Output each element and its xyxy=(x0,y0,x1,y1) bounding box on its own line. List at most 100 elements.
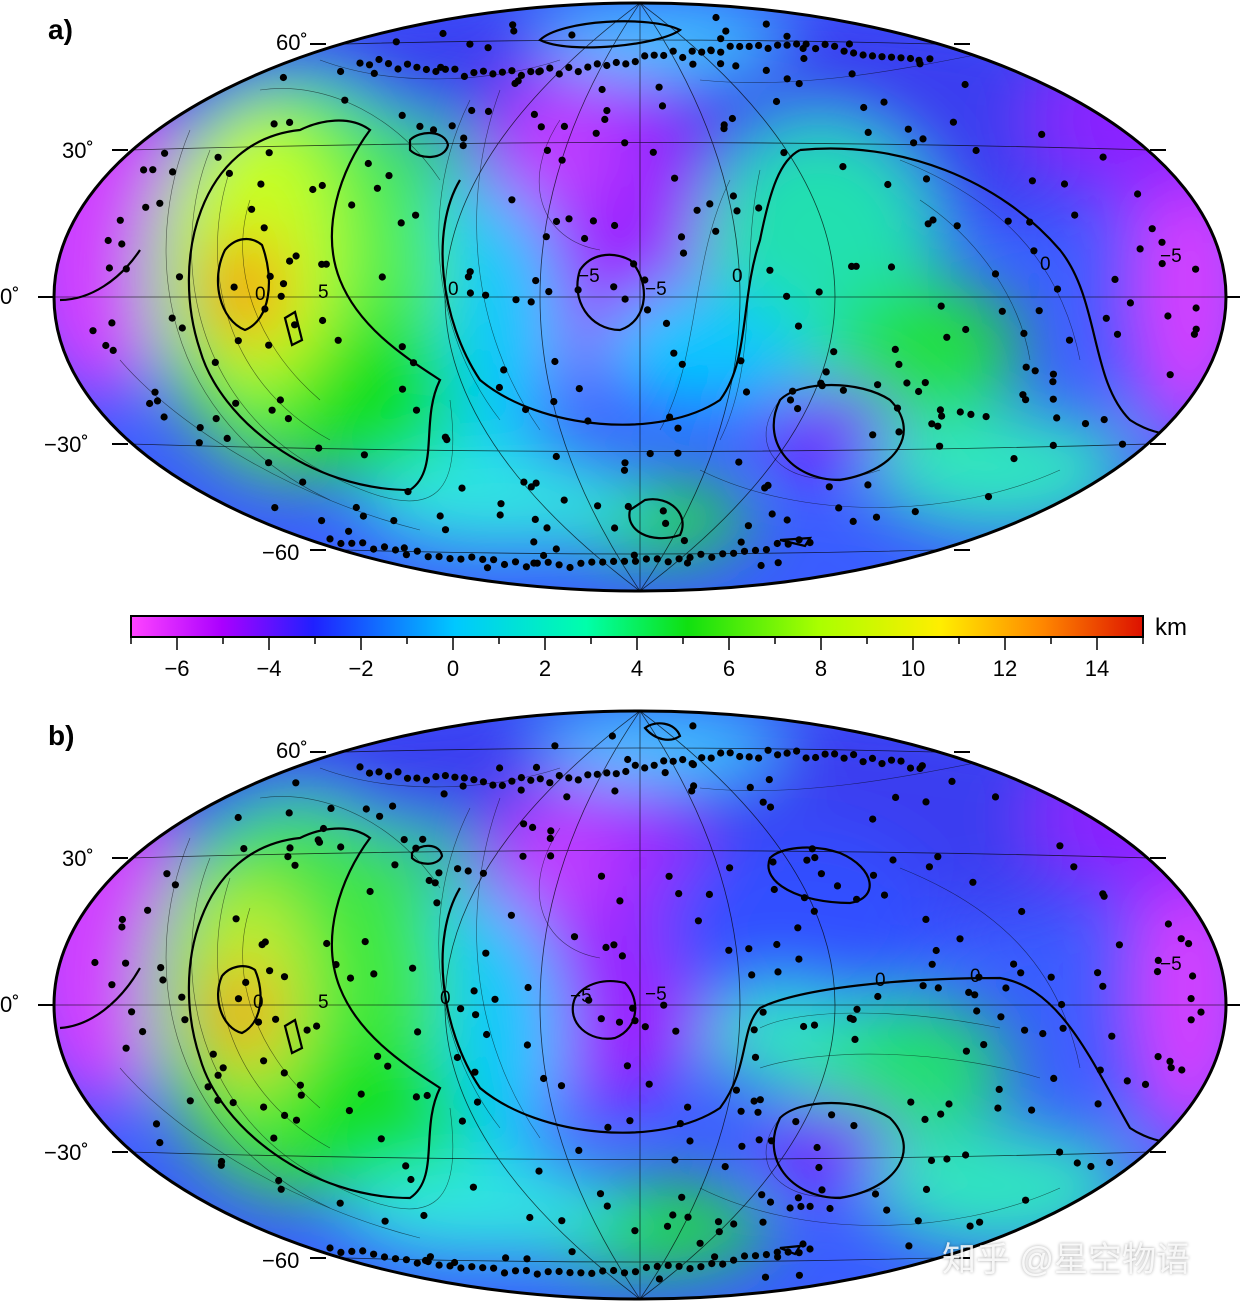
colorbar-tick-label: 0 xyxy=(446,656,460,681)
station-dot xyxy=(537,123,545,131)
colorbar-tick-label: 4 xyxy=(630,656,644,681)
station-dot xyxy=(984,493,993,501)
station-dot xyxy=(500,366,508,374)
station-dot xyxy=(1017,969,1025,977)
station-dot xyxy=(265,149,273,157)
station-dot xyxy=(161,149,169,157)
station-dot xyxy=(759,1008,767,1016)
station-dot xyxy=(1153,968,1162,976)
station-dot xyxy=(1070,863,1078,871)
station-dot xyxy=(991,793,1000,801)
station-dot xyxy=(380,1253,389,1261)
station-dot xyxy=(345,1107,353,1115)
station-dot xyxy=(361,938,369,946)
station-dot xyxy=(565,63,573,72)
station-dot xyxy=(620,1269,629,1277)
station-dot xyxy=(1154,956,1162,964)
station-dot xyxy=(542,233,550,241)
station-dot xyxy=(722,27,730,35)
station-dot xyxy=(953,222,961,230)
station-dot xyxy=(795,536,803,544)
station-dot xyxy=(464,867,472,875)
station-dot xyxy=(631,557,640,565)
station-dot xyxy=(655,1275,664,1283)
station-dot xyxy=(544,1268,552,1276)
station-dot xyxy=(708,1260,716,1268)
station-dot xyxy=(622,60,630,68)
station-dot xyxy=(348,539,356,547)
station-dot xyxy=(414,1028,422,1036)
station-dot xyxy=(240,845,248,853)
station-dot xyxy=(663,1222,672,1230)
graticule-a xyxy=(54,3,1226,591)
station-dot xyxy=(868,754,877,762)
station-dot xyxy=(470,987,478,995)
station-dot xyxy=(497,500,505,508)
station-dot xyxy=(615,1018,624,1026)
station-dot xyxy=(1166,371,1174,379)
station-dot xyxy=(853,1005,861,1013)
station-dot xyxy=(616,897,624,905)
station-dot xyxy=(318,181,326,190)
station-dot xyxy=(1049,441,1057,449)
station-dot xyxy=(850,49,858,57)
station-dot xyxy=(839,386,848,394)
station-dot xyxy=(258,941,266,949)
station-dot xyxy=(826,1204,834,1213)
station-dot xyxy=(394,65,402,73)
station-dot xyxy=(254,1018,263,1026)
station-dot xyxy=(732,62,740,70)
station-dot xyxy=(337,539,345,548)
station-dot xyxy=(601,115,609,123)
station-dot xyxy=(610,941,618,949)
station-dot xyxy=(733,207,741,215)
station-dot xyxy=(631,1227,639,1235)
station-dot xyxy=(810,1021,819,1029)
station-dot xyxy=(175,273,184,281)
station-dot xyxy=(560,122,569,130)
station-dot xyxy=(479,555,487,564)
station-dot xyxy=(650,761,658,769)
station-dot xyxy=(936,406,945,414)
station-dot xyxy=(279,73,287,82)
station-dot xyxy=(479,869,487,877)
station-dot xyxy=(726,749,734,757)
station-dot xyxy=(712,227,720,235)
colorbar-tick-label: 6 xyxy=(722,656,736,681)
station-dot xyxy=(532,763,541,771)
station-dot xyxy=(348,1247,356,1255)
station-dot xyxy=(717,749,725,757)
station-dot xyxy=(593,60,601,68)
station-dot xyxy=(943,333,951,341)
station-dot xyxy=(459,142,467,150)
station-dot xyxy=(754,1108,762,1116)
station-dot xyxy=(1004,217,1012,225)
station-dot xyxy=(662,319,671,327)
station-dot xyxy=(684,1103,692,1111)
station-dot xyxy=(280,973,289,981)
station-dot xyxy=(1010,455,1018,463)
station-dot xyxy=(645,1080,653,1088)
station-dot xyxy=(728,114,737,123)
station-dot xyxy=(352,503,360,512)
station-dot xyxy=(279,280,288,288)
contour-label: 5 xyxy=(318,282,329,303)
station-dot xyxy=(284,853,292,861)
station-dot xyxy=(260,1103,268,1111)
station-dot xyxy=(1050,1074,1058,1082)
station-dot xyxy=(929,216,937,224)
station-dot xyxy=(736,42,744,51)
station-dot xyxy=(1158,238,1166,246)
station-dot xyxy=(859,758,867,766)
station-dot xyxy=(496,764,504,772)
station-dot xyxy=(751,546,760,555)
station-dot xyxy=(764,746,772,754)
station-dot xyxy=(803,856,811,864)
station-dot xyxy=(859,51,867,59)
station-dot xyxy=(815,288,823,296)
station-dot xyxy=(472,1011,480,1019)
station-dot xyxy=(536,775,544,783)
station-dot xyxy=(584,417,592,425)
station-dot xyxy=(770,885,778,894)
station-dot xyxy=(440,790,448,798)
